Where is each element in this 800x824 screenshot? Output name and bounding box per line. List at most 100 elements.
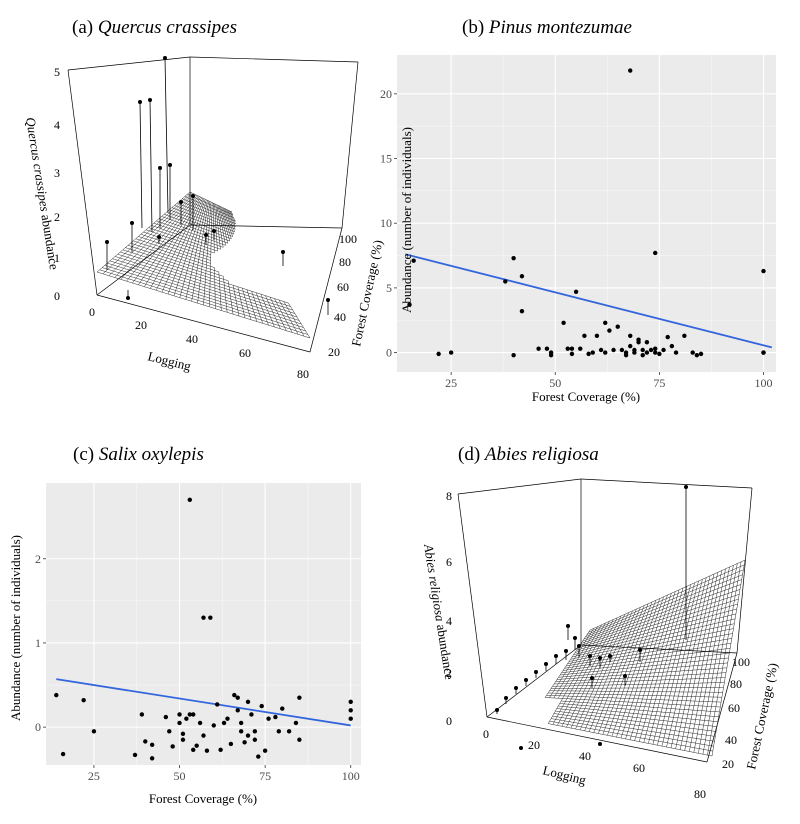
d-data-point xyxy=(566,624,570,628)
c-data-point xyxy=(235,695,240,700)
panel-b-trend-line xyxy=(405,253,773,349)
d-ytick: 40 xyxy=(725,733,737,747)
b-data-point xyxy=(636,337,641,342)
c-data-point xyxy=(180,737,186,742)
d-data-point xyxy=(684,485,688,489)
a-point-stem xyxy=(139,101,143,229)
panel-a-points xyxy=(105,56,330,315)
c-data-point xyxy=(143,739,148,744)
panel-b-points xyxy=(407,68,766,358)
c-data-point xyxy=(214,702,220,707)
b-data-point xyxy=(503,279,508,284)
b-data-point xyxy=(611,347,616,353)
b-data-point xyxy=(519,274,525,279)
b-data-point xyxy=(565,346,570,351)
c-data-point xyxy=(242,740,247,745)
a-data-point xyxy=(326,298,330,302)
a-data-point xyxy=(191,194,195,198)
c-data-point xyxy=(228,741,234,747)
c-data-point xyxy=(238,729,244,734)
b-data-point xyxy=(628,343,633,349)
c-data-point xyxy=(293,720,299,726)
b-y-tick-label: 15 xyxy=(380,152,392,166)
c-data-point xyxy=(348,708,353,713)
b-regression-line xyxy=(405,253,773,349)
c-data-point xyxy=(280,706,285,711)
b-data-point xyxy=(573,289,579,294)
d-data-point xyxy=(573,636,577,640)
b-data-point xyxy=(640,347,645,353)
d-data-point xyxy=(608,654,612,658)
panel-b-title: (b) Pinus montezumae xyxy=(462,17,632,38)
a-data-point xyxy=(138,100,142,104)
d-data-point xyxy=(534,670,538,674)
c-data-point xyxy=(170,744,175,749)
b-data-point xyxy=(673,350,679,355)
b-data-point xyxy=(644,340,650,345)
b-data-point xyxy=(511,255,516,261)
a-data-point xyxy=(130,221,134,225)
c-x-tick-label: 100 xyxy=(342,769,360,783)
d-data-point xyxy=(638,648,642,652)
c-data-point xyxy=(348,699,353,705)
d-data-point xyxy=(524,678,528,682)
b-data-point xyxy=(698,351,704,357)
c-data-point xyxy=(232,692,237,698)
c-data-point xyxy=(238,720,244,726)
d-data-point xyxy=(598,656,602,660)
c-data-point xyxy=(197,720,203,726)
b-data-point xyxy=(411,258,416,263)
b-y-tick-label: 10 xyxy=(380,216,392,230)
c-data-point xyxy=(177,712,182,717)
b-data-point xyxy=(694,352,700,358)
c-data-point xyxy=(191,712,196,717)
b-data-point xyxy=(653,350,658,355)
a-data-point xyxy=(212,229,216,233)
c-y-tick-label: 2 xyxy=(35,552,41,566)
panel-b-x-ticks: 25 50 75 100 xyxy=(445,372,773,390)
c-data-point xyxy=(211,723,216,728)
c-data-point xyxy=(149,756,155,761)
c-x-tick-label: 50 xyxy=(174,769,186,783)
b-data-point xyxy=(615,324,620,329)
b-data-point xyxy=(661,347,666,353)
d-data-point xyxy=(544,662,548,666)
a-data-point xyxy=(179,200,183,204)
c-data-point xyxy=(180,731,186,737)
panel-a-chart xyxy=(67,56,359,353)
b-y-tick-label: 0 xyxy=(386,346,392,360)
d-ztick: 0 xyxy=(446,714,452,728)
b-data-point xyxy=(544,346,550,351)
b-data-point xyxy=(690,350,695,355)
c-data-point xyxy=(201,733,206,738)
b-x-axis-label: Forest Coverage (%) xyxy=(532,389,640,404)
c-data-point xyxy=(167,729,172,734)
b-data-point xyxy=(607,328,612,333)
b-data-point xyxy=(407,302,412,307)
b-data-point xyxy=(619,347,625,353)
b-data-point xyxy=(761,350,766,355)
d-data-point xyxy=(495,708,499,712)
c-data-point xyxy=(286,729,292,734)
b-data-point xyxy=(657,351,662,357)
c-data-point xyxy=(184,716,189,721)
a-ztick: 3 xyxy=(54,166,60,180)
d-data-point xyxy=(564,649,568,653)
a-xtick: 20 xyxy=(135,318,147,332)
panel-b-grid xyxy=(397,55,776,372)
c-y-tick-label: 0 xyxy=(35,720,41,734)
a-point-stem xyxy=(149,99,153,233)
d-xtick: 0 xyxy=(483,727,489,741)
b-data-point xyxy=(648,347,654,353)
b-data-point xyxy=(669,343,675,349)
d-data-point xyxy=(519,746,523,750)
a-data-point xyxy=(281,250,285,254)
d-y-axis-label: Forest Coverage (%) xyxy=(743,662,780,771)
b-y-tick-label: 20 xyxy=(380,87,392,101)
d-data-point xyxy=(514,686,518,690)
c-data-point xyxy=(348,716,353,721)
c-y-tick-label: 1 xyxy=(35,636,41,650)
d-data-point xyxy=(598,742,602,746)
b-data-point xyxy=(644,350,650,355)
b-data-point xyxy=(603,350,608,355)
